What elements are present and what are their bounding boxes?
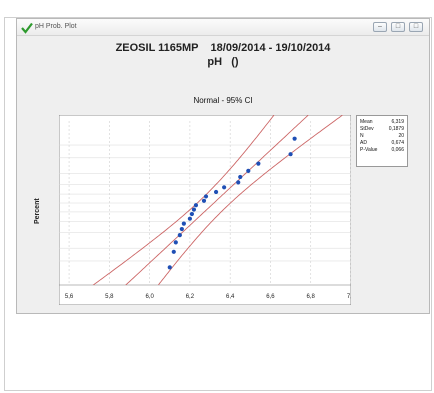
stat-row-n: N 20 [360, 133, 404, 139]
data-point [181, 221, 186, 226]
data-point [187, 216, 192, 221]
data-point [238, 174, 243, 180]
x-tick-label: 6,6 [266, 294, 275, 300]
graph-header-product-dates: ZEOSIL 1165MP 18/09/2014 - 19/10/2014 [115, 42, 331, 54]
x-tick-label: 6,8 [307, 294, 316, 300]
data-point [246, 168, 251, 173]
chart-title: Normal - 95% CI [193, 96, 253, 105]
data-point [193, 203, 199, 208]
ci-upper-line [157, 115, 344, 285]
data-point [201, 198, 207, 203]
fit-line [125, 115, 309, 285]
title-bar[interactable]: pH Prob. Plot – □ □ [17, 19, 429, 36]
stat-row-ad: AD 0,674 [360, 140, 404, 146]
data-point [171, 249, 176, 254]
x-tick-label: 6,0 [145, 294, 154, 300]
data-point [256, 161, 261, 166]
stat-row-mean: Mean 6,319 [360, 119, 404, 125]
x-tick-label: 5,6 [65, 294, 74, 300]
confidence-bands [92, 115, 344, 285]
data-point [288, 152, 293, 157]
minimize-button[interactable]: – [373, 22, 387, 32]
data-point [292, 136, 297, 141]
window-title: pH Prob. Plot [35, 23, 77, 30]
minimize-icon: – [378, 23, 382, 30]
ci-lower-line [92, 115, 275, 285]
plot-area [59, 115, 351, 305]
y-axis-title: Percent [34, 198, 41, 224]
data-point [177, 233, 182, 238]
graph-header-variable: pH () [207, 56, 239, 68]
restore-icon: □ [395, 23, 401, 30]
data-point [203, 194, 209, 199]
close-icon: □ [413, 23, 419, 30]
checkmark-icon [21, 21, 33, 34]
x-tick-label: 7,0 [347, 294, 351, 300]
x-tick-label: 6,2 [186, 294, 195, 300]
x-tick-label: 6,4 [226, 294, 235, 300]
data-point [173, 240, 178, 245]
axis-ticks: 5,65,86,06,26,46,66,87,01510203040506070… [65, 294, 351, 300]
data-point [213, 189, 219, 195]
data-point [191, 207, 197, 212]
close-button[interactable]: □ [409, 22, 423, 32]
statistics-box: Mean 6,319 StDev 0,1879 N 20 AD 0,674 P-Valu… [356, 115, 408, 167]
restore-button[interactable]: □ [391, 22, 405, 32]
data-point [179, 226, 184, 232]
stat-row-pvalue: P-Value 0,066 [360, 147, 404, 153]
data-points [167, 136, 297, 270]
data-point [189, 211, 195, 217]
data-point [167, 265, 172, 270]
stat-row-stdev: StDev 0,1879 [360, 126, 404, 132]
data-point [222, 185, 227, 190]
probability-plot: 5,65,86,06,26,46,66,87,01510203040506070… [59, 115, 351, 305]
graph-window: pH Prob. Plot – □ □ ZEOSIL 1165MP 18/09/… [16, 18, 430, 314]
x-tick-label: 5,8 [105, 294, 114, 300]
data-point [236, 180, 241, 185]
